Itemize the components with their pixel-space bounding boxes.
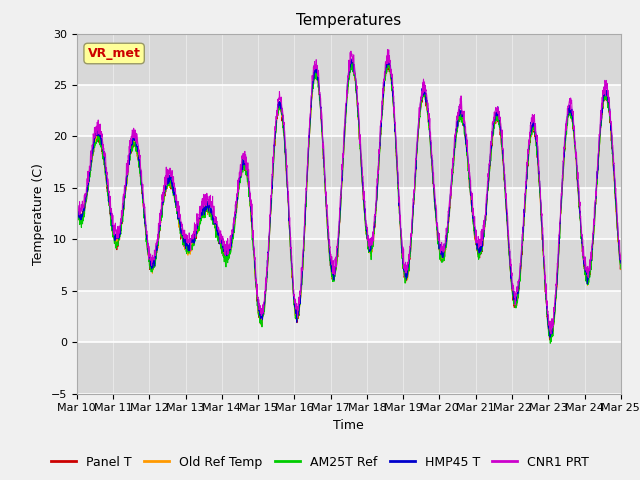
HMP45 T — [584, 273, 592, 279]
Legend: Panel T, Old Ref Temp, AM25T Ref, HMP45 T, CNR1 PRT: Panel T, Old Ref Temp, AM25T Ref, HMP45 … — [46, 451, 594, 474]
AM25T Ref — [617, 265, 625, 271]
Line: Old Ref Temp: Old Ref Temp — [77, 60, 621, 338]
Panel T — [383, 57, 391, 63]
AM25T Ref — [73, 212, 81, 218]
Old Ref Temp — [547, 336, 555, 341]
AM25T Ref — [584, 281, 592, 287]
Line: AM25T Ref: AM25T Ref — [77, 60, 621, 343]
Bar — [77, 136, 621, 188]
HMP45 T — [617, 260, 625, 266]
Bar — [77, 34, 621, 85]
HMP45 T — [507, 276, 515, 281]
CNR1 PRT — [617, 255, 625, 261]
Panel T — [73, 207, 81, 213]
Bar — [77, 188, 621, 240]
Panel T — [365, 245, 372, 251]
Line: CNR1 PRT: CNR1 PRT — [77, 49, 621, 334]
Panel T — [617, 265, 625, 271]
Old Ref Temp — [570, 125, 577, 131]
Panel T — [376, 142, 384, 148]
CNR1 PRT — [376, 123, 384, 129]
Old Ref Temp — [365, 236, 372, 242]
CNR1 PRT — [547, 331, 555, 337]
CNR1 PRT — [365, 243, 372, 249]
Old Ref Temp — [225, 252, 232, 258]
Bar — [77, 240, 621, 291]
Old Ref Temp — [347, 57, 355, 62]
AM25T Ref — [385, 57, 392, 62]
Old Ref Temp — [73, 206, 81, 212]
CNR1 PRT — [225, 249, 232, 254]
AM25T Ref — [376, 142, 384, 148]
Bar — [77, 291, 621, 342]
Bar — [77, 85, 621, 136]
Panel T — [547, 338, 555, 344]
CNR1 PRT — [383, 47, 391, 52]
Line: Panel T: Panel T — [77, 60, 621, 341]
AM25T Ref — [365, 244, 372, 250]
Panel T — [507, 277, 515, 283]
X-axis label: Time: Time — [333, 419, 364, 432]
HMP45 T — [570, 120, 577, 126]
Bar — [77, 342, 621, 394]
AM25T Ref — [225, 254, 232, 260]
AM25T Ref — [507, 277, 515, 283]
AM25T Ref — [570, 128, 577, 133]
CNR1 PRT — [73, 197, 81, 203]
AM25T Ref — [547, 340, 554, 346]
Text: VR_met: VR_met — [88, 47, 141, 60]
Title: Temperatures: Temperatures — [296, 13, 401, 28]
HMP45 T — [225, 250, 232, 255]
HMP45 T — [385, 52, 392, 58]
Old Ref Temp — [617, 267, 625, 273]
Line: HMP45 T: HMP45 T — [77, 55, 621, 337]
CNR1 PRT — [584, 275, 592, 280]
HMP45 T — [376, 133, 384, 139]
Y-axis label: Temperature (C): Temperature (C) — [32, 163, 45, 264]
Panel T — [225, 253, 232, 259]
HMP45 T — [73, 206, 81, 212]
Old Ref Temp — [376, 131, 384, 136]
CNR1 PRT — [507, 263, 515, 268]
HMP45 T — [365, 240, 372, 246]
Old Ref Temp — [584, 276, 592, 281]
CNR1 PRT — [570, 108, 577, 114]
Panel T — [584, 275, 592, 280]
HMP45 T — [546, 335, 554, 340]
Panel T — [570, 123, 577, 129]
Old Ref Temp — [507, 275, 515, 281]
